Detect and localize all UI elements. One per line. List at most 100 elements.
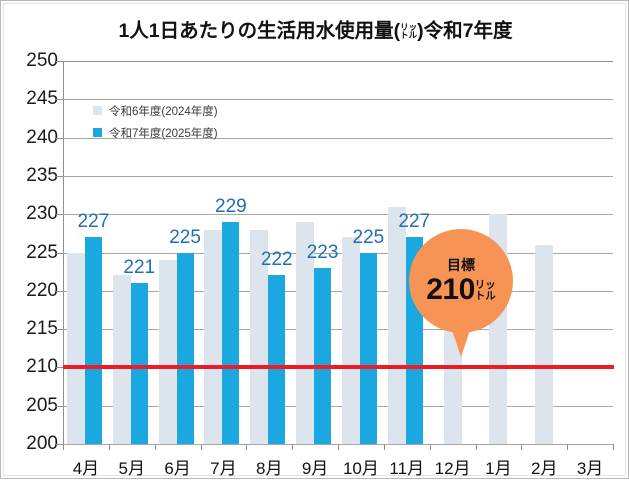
y-axis-tick-label: 200 [26,433,58,454]
x-axis-tick-mark [338,444,339,450]
y-axis-tick-mark [56,253,63,254]
bar-current-year [84,237,102,444]
gridline [63,406,613,407]
bar-current-year [359,252,377,444]
y-axis-tick-mark [56,61,63,62]
y-axis-tick-label: 215 [26,318,58,340]
bar-value-label: 227 [398,211,431,233]
y-axis-tick-label: 220 [26,279,58,301]
bar-value-label: 222 [260,249,293,271]
bar-value-label: 225 [352,226,385,248]
unit-litre-line2: トル [400,29,418,40]
unit-paren-close: ) [417,20,424,42]
y-axis-tick-label: 230 [26,203,58,225]
x-axis-tick-mark [521,444,522,450]
y-axis-tick-mark [56,176,63,177]
bar-prev-year [296,221,315,444]
y-axis-tick-label: 235 [26,164,58,186]
x-axis-tick-label: 11月 [389,459,425,478]
callout-unit-line2: トル [474,289,496,302]
target-callout: 目標 210 リッ トル [409,229,513,357]
bar-current-year [268,275,286,444]
x-axis-tick-label: 10月 [342,459,379,478]
y-axis-tick-mark [56,406,63,407]
x-axis-tick-mark [292,444,293,450]
y-axis-tick-mark [56,138,63,139]
gridline [63,138,613,139]
x-axis-tick-label: 7月 [210,459,237,478]
chart-legend: 令和6年度(2024年度) 令和7年度(2025年度) [93,102,218,146]
callout-target-label: 目標 [447,256,475,273]
chart-title-fiscal-year: 令和7年度 [423,20,513,42]
legend-item-prev-year: 令和6年度(2024年度) [93,102,218,119]
bar-value-label: 229 [215,195,247,217]
bar-prev-year [158,260,177,444]
bar-value-label: 221 [123,257,156,279]
gridline [63,61,613,62]
legend-swatch-current-year [93,128,102,137]
bar-value-label: 227 [77,211,110,233]
gridline [63,214,613,215]
callout-bubble: 目標 210 リッ トル [409,229,513,333]
gridline [63,99,613,100]
x-axis-tick-label: 8月 [256,459,283,478]
x-axis-tick-mark [201,444,202,450]
gridline [63,253,613,254]
y-axis-tick-label: 250 [26,50,58,71]
x-axis-tick-mark [384,444,385,450]
bar-prev-year [204,229,223,444]
x-axis-tick-mark [109,444,110,450]
legend-label-current-year: 令和7年度(2025年度) [109,127,218,140]
bar-prev-year [112,275,131,444]
y-axis-tick-mark [56,291,63,292]
x-axis-tick-label: 4月 [72,459,100,478]
x-axis-tick-mark [430,444,431,450]
bar-current-year [176,252,194,444]
bar-prev-year [341,237,360,444]
x-axis-tick-mark [476,444,477,450]
legend-swatch-prev-year [93,106,102,115]
chart-title-main-text: 1人1日あたりの生活用水使用量 [118,20,394,42]
chart-title: 1人1日あたりの生活用水使用量(リッ トル)令和7年度 [1,14,629,43]
x-axis-tick-label: 5月 [118,459,145,478]
y-axis-tick-label: 205 [26,394,58,416]
unit-litre-ruby: リッ トル [400,21,418,40]
x-axis-tick-label: 2月 [531,459,558,478]
x-axis-tick-label: 3月 [576,459,604,478]
bar-prev-year [66,252,85,444]
gridline [63,291,613,292]
y-axis-tick-mark [56,329,63,330]
gridline [63,329,613,330]
y-axis-labels: 250 245 240 235 230 225 220 215 210 205 200 [1,1,58,480]
unit-litre-line1: リッ [400,21,418,32]
callout-value-row: 210 リッ トル [426,272,496,306]
callout-target-value: 210 [426,272,475,306]
bar-prev-year [250,229,269,444]
bar-prev-year [535,244,554,444]
bar-current-year [222,221,240,444]
legend-item-current-year: 令和7年度(2025年度) [93,124,218,141]
bar-prev-year [387,206,406,444]
y-axis-tick-label: 225 [26,241,58,263]
y-axis-tick-mark [56,99,63,100]
y-axis-tick-label: 210 [26,356,58,378]
bar-current-year [130,283,148,444]
legend-label-prev-year: 令和6年度(2024年度) [109,105,218,118]
x-axis-tick-label: 9月 [301,459,329,478]
y-axis-tick-label: 240 [26,126,58,148]
bar-value-label: 223 [306,241,339,263]
x-axis-tick-mark [246,444,247,450]
gridline [63,176,613,177]
bar-value-label: 225 [169,226,201,248]
y-axis-tick-label: 245 [26,88,58,110]
x-axis-tick-label: 12月 [434,459,471,478]
y-axis-tick-mark [56,214,63,215]
x-axis-tick-label: 1月 [485,459,512,478]
bar-current-year [314,267,332,444]
x-axis-tick-mark [63,444,64,450]
x-axis-tick-mark [567,444,568,450]
y-axis-tick-mark [56,444,63,445]
x-axis-labels: 4月 5月 6月 7月 8月 9月 10月 11月 12月 1月 2月 3月 [63,450,614,480]
x-axis-tick-mark [155,444,156,450]
